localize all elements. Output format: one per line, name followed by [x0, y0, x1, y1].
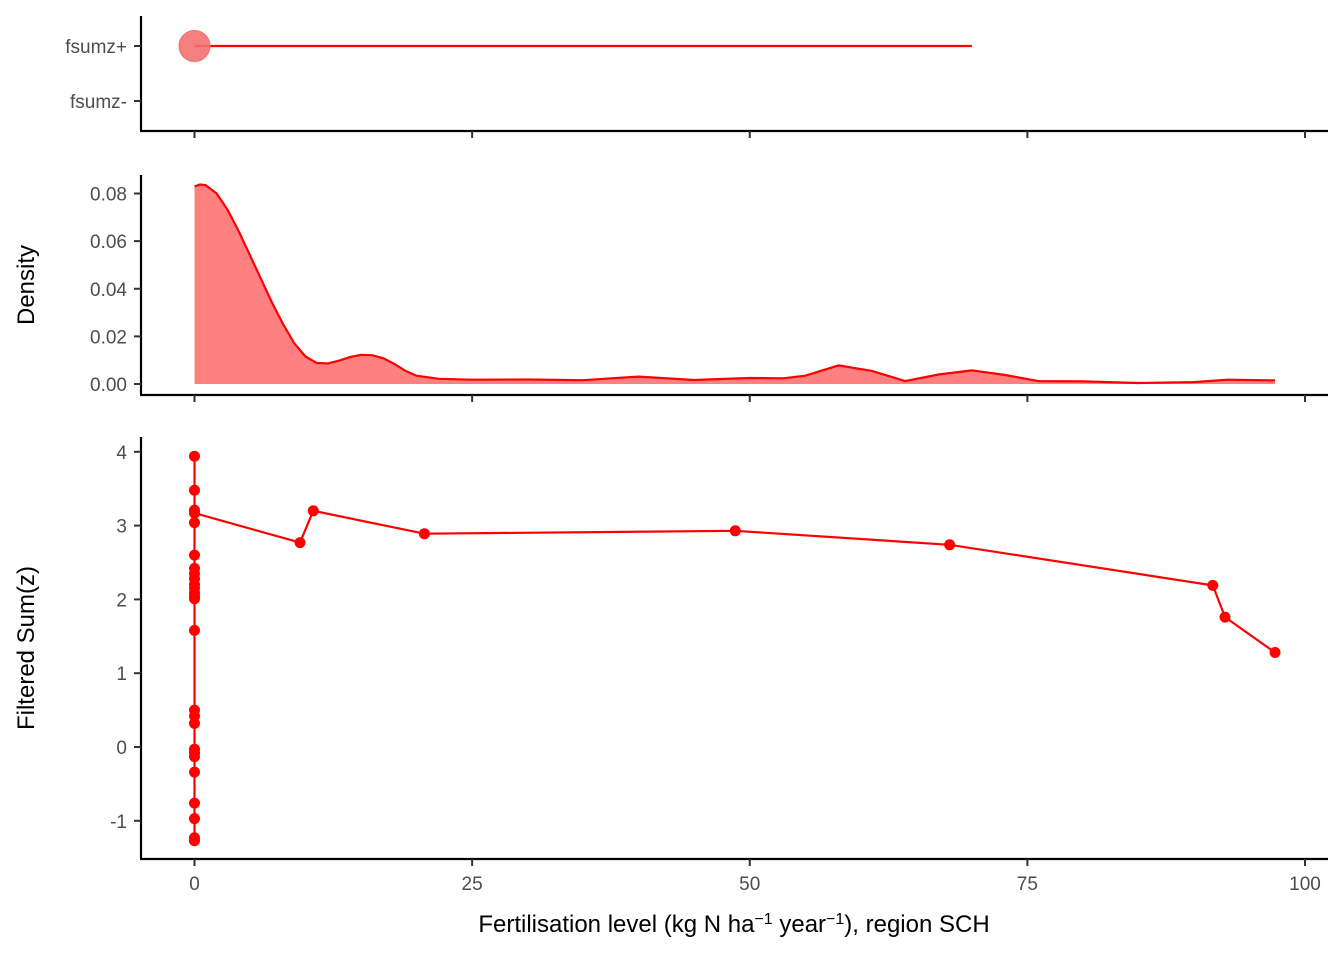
x-axis-title-sup1: −1 [754, 911, 772, 928]
bot-x-ticks: 0 25 50 75 100 [189, 859, 1321, 895]
x-axis-title-part2: year [773, 911, 826, 938]
x-axis-title-part1: Fertilisation level (kg N ha [478, 911, 755, 938]
line-point-28 [418, 528, 430, 540]
bot-x-tick-label-2: 50 [739, 874, 760, 895]
bot-x-tick-label-0: 0 [189, 874, 200, 895]
line-point-26 [294, 537, 306, 549]
top-y-tick-label-1: fsumz- [70, 92, 127, 113]
line-point-20 [189, 549, 200, 561]
x-axis-title-part3: ), region SCH [844, 911, 989, 938]
mid-y-ticks: 0.00 0.02 0.04 0.06 0.08 [90, 185, 141, 396]
panel-middle: 0.00 0.02 0.04 0.06 0.08 Density [13, 175, 1328, 402]
line-point-7 [189, 743, 200, 755]
mid-y-tick-label-2: 0.04 [90, 280, 127, 301]
line-point-33 [1269, 647, 1281, 658]
line-point-10 [189, 704, 200, 716]
top-y-tick-label-0: fsumz+ [65, 37, 127, 58]
line-point-1 [189, 832, 200, 844]
bot-y-tick-label-1: 0 [116, 738, 127, 759]
line-point-29 [729, 525, 741, 537]
line-point-25 [189, 450, 200, 462]
x-axis-title-sup2: −1 [826, 911, 844, 928]
line-point-4 [189, 766, 200, 778]
mid-y-tick-label-4: 0.08 [90, 185, 127, 206]
line-point-31 [1207, 579, 1219, 591]
density-area [194, 184, 1276, 384]
top-y-ticks: fsumz+ fsumz- [65, 37, 141, 113]
bot-y-tick-label-2: 1 [116, 664, 127, 685]
mid-y-axis-title: Density [13, 245, 40, 325]
bot-y-tick-label-3: 2 [116, 590, 127, 611]
bot-y-tick-label-4: 3 [116, 517, 127, 538]
line-point-27 [307, 505, 319, 517]
line-point-32 [1219, 611, 1231, 623]
panel-top: fsumz+ fsumz- [65, 16, 1328, 138]
mid-y-tick-label-0: 0.00 [90, 375, 127, 396]
mid-y-tick-label-3: 0.06 [90, 232, 127, 253]
x-axis-title: Fertilisation level (kg N ha−1 year−1), … [478, 911, 989, 939]
line-point-3 [189, 797, 200, 809]
bot-y-tick-label-5: 4 [116, 443, 127, 464]
line-point-19 [189, 562, 200, 574]
bot-x-tick-label-1: 25 [462, 874, 483, 895]
line-point-2 [189, 813, 200, 825]
bot-y-axis-title: Filtered Sum(z) [13, 566, 40, 730]
top-point [178, 30, 211, 62]
bot-x-tick-label-4: 100 [1289, 874, 1321, 895]
density-marks [194, 183, 1276, 385]
mid-y-tick-label-1: 0.02 [90, 327, 127, 348]
bot-x-tick-label-3: 75 [1017, 874, 1038, 895]
panel-bottom: -1 0 1 2 3 4 0 25 50 75 100 Filtered Sum(z) Ferti… [13, 437, 1328, 938]
density-line [194, 183, 1276, 385]
top-x-ticks [193, 131, 1306, 138]
bot-y-tick-label-0: -1 [110, 812, 127, 833]
bot-y-ticks: -1 0 1 2 3 4 [110, 443, 141, 833]
line-point-23 [189, 504, 200, 516]
line-point-11 [189, 624, 200, 636]
line-marks [189, 450, 1281, 847]
line-point-30 [944, 539, 956, 551]
line-point-21 [189, 517, 200, 529]
mid-x-ticks [193, 395, 1306, 402]
line-point-24 [189, 484, 200, 496]
top-marks [178, 30, 972, 62]
